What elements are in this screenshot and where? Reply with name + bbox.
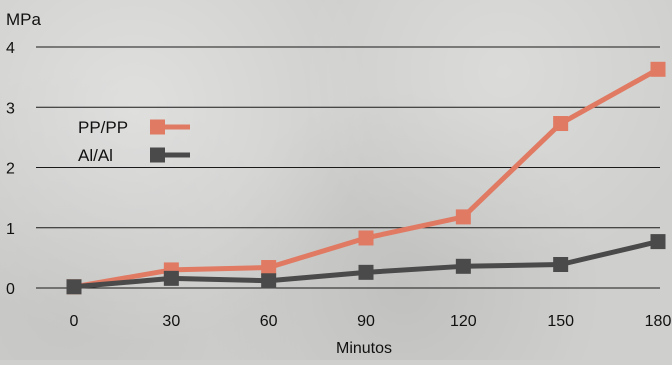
- series-line: [73, 239, 659, 290]
- legend-marker: [150, 147, 165, 163]
- legend-label: PP/PP: [78, 118, 128, 137]
- data-point: [358, 230, 374, 246]
- x-tick-label: 0: [70, 313, 79, 330]
- x-tick-label: 150: [547, 313, 574, 330]
- data-point: [553, 257, 569, 273]
- legend-label: Al/Al: [78, 146, 113, 165]
- y-tick-label: 4: [6, 40, 15, 57]
- data-point: [650, 234, 666, 250]
- x-tick-label: 30: [162, 313, 180, 330]
- legend: PP/PP Al/Al: [78, 118, 190, 165]
- x-tick-label: 60: [260, 313, 278, 330]
- y-tick-label: 0: [6, 281, 15, 298]
- data-point: [358, 264, 374, 280]
- y-tick-label: 2: [6, 161, 15, 178]
- data-point: [650, 61, 666, 77]
- data-point: [66, 279, 82, 295]
- x-axis-label: Minutos: [336, 340, 392, 357]
- data-point: [163, 270, 179, 286]
- y-tick-label: 1: [6, 221, 15, 238]
- data-point: [455, 258, 471, 274]
- x-tick-labels: 0 30 60 90 120 150 180: [70, 313, 672, 330]
- data-point: [261, 273, 277, 289]
- data-point: [553, 116, 569, 132]
- series-line: [73, 67, 660, 290]
- series-Al/Al: [66, 234, 666, 295]
- gridlines: [36, 46, 660, 289]
- series-lines: [66, 61, 666, 295]
- y-axis-label: MPa: [6, 10, 42, 29]
- x-tick-label: 90: [357, 313, 375, 330]
- y-tick-label: 3: [6, 100, 15, 117]
- x-tick-label: 120: [450, 313, 477, 330]
- data-point: [455, 209, 471, 225]
- legend-marker: [150, 119, 165, 135]
- y-tick-labels: 0 1 2 3 4: [6, 40, 15, 298]
- x-tick-label: 180: [645, 313, 672, 330]
- data-point: [261, 260, 277, 276]
- series-PP/PP: [66, 61, 666, 295]
